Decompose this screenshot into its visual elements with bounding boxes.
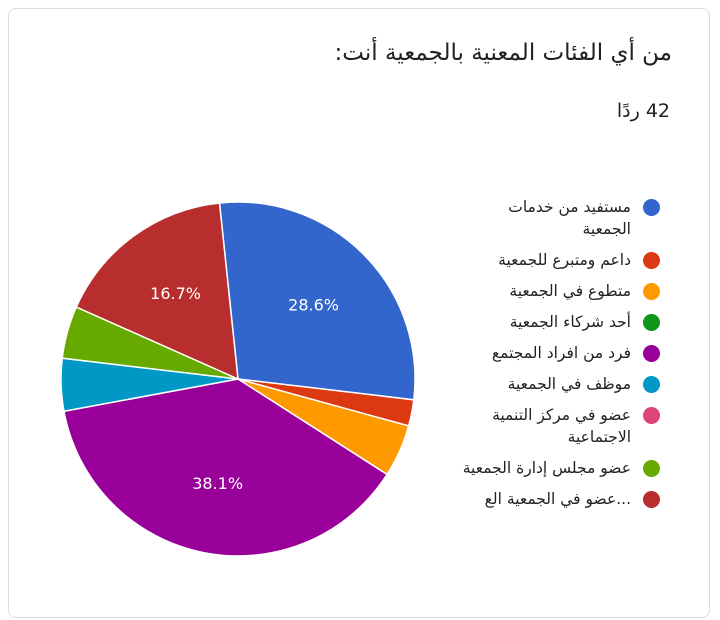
legend-swatch — [643, 491, 660, 508]
legend-label: أحد شركاء الجمعية — [509, 313, 631, 331]
pie-slice-4[interactable] — [63, 378, 389, 557]
slice-data-label-0: 28.6% — [288, 295, 339, 314]
legend-swatch — [643, 460, 660, 477]
legend-item-2[interactable]: متطوع في الجمعية — [430, 280, 660, 302]
legend-label: داعم ومتبرع للجمعية — [498, 251, 631, 269]
legend-item-8[interactable]: ...عضو في الجمعية الع — [430, 488, 660, 510]
legend-label: موظف في الجمعية — [507, 375, 631, 393]
legend-swatch — [643, 345, 660, 362]
legend-item-5[interactable]: موظف في الجمعية — [430, 373, 660, 395]
question-title: من أي الفئات المعنية بالجمعية أنت: — [334, 40, 672, 66]
legend-item-0[interactable]: مستفيد من خدمات الجمعية — [430, 196, 660, 240]
legend-item-4[interactable]: فرد من افراد المجتمع — [430, 342, 660, 364]
legend-label: متطوع في الجمعية — [509, 282, 631, 300]
legend-item-6[interactable]: عضو في مركز التنمية الاجتماعية — [430, 404, 660, 448]
legend-swatch — [643, 252, 660, 269]
slice-data-label-8: 16.7% — [150, 284, 201, 303]
legend-item-1[interactable]: داعم ومتبرع للجمعية — [430, 249, 660, 271]
legend-swatch — [643, 314, 660, 331]
legend-swatch — [643, 199, 660, 216]
legend-item-3[interactable]: أحد شركاء الجمعية — [430, 311, 660, 333]
pie-slice-8[interactable] — [75, 202, 239, 381]
pie-slice-0[interactable] — [218, 201, 416, 401]
chart-legend: مستفيد من خدمات الجمعية داعم ومتبرع للجمع… — [430, 196, 660, 519]
slice-data-label-4: 38.1% — [192, 474, 243, 493]
legend-swatch — [643, 407, 660, 424]
legend-swatch — [643, 376, 660, 393]
legend-label: عضو في مركز التنمية الاجتماعية — [492, 406, 631, 446]
response-count: 42 ردًا — [616, 100, 670, 122]
legend-label: مستفيد من خدمات الجمعية — [508, 198, 631, 238]
legend-swatch — [643, 283, 660, 300]
legend-label: فرد من افراد المجتمع — [491, 344, 631, 362]
legend-item-7[interactable]: عضو مجلس إدارة الجمعية — [430, 457, 660, 479]
legend-label: ...عضو في الجمعية الع — [484, 490, 631, 508]
legend-label: عضو مجلس إدارة الجمعية — [462, 459, 631, 477]
